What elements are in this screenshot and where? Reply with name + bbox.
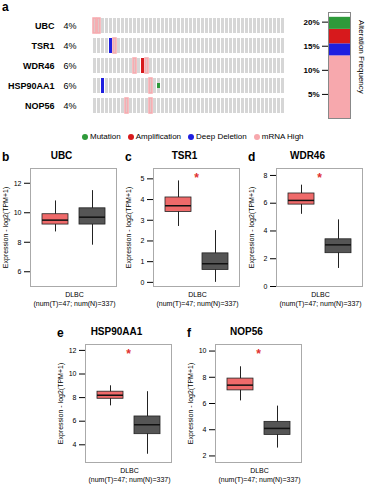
svg-text:4: 4 xyxy=(141,196,145,203)
svg-text:10: 10 xyxy=(14,209,22,216)
html-text:HSP90AA1: HSP90AA1 xyxy=(90,326,143,337)
svg-text:10: 10 xyxy=(199,347,207,354)
html-text:f: f xyxy=(187,326,191,340)
html-text:DLBC: DLBC xyxy=(120,467,139,474)
svg-text:*: * xyxy=(317,171,322,185)
svg-text:*: * xyxy=(126,347,131,361)
svg-text:WDR46: WDR46 xyxy=(23,61,55,71)
svg-text:*: * xyxy=(256,347,261,361)
svg-text:*: * xyxy=(194,171,199,185)
html-text:d: d xyxy=(248,150,256,164)
html-text:NOP56: NOP56 xyxy=(230,326,263,337)
svg-text:NOP56: NOP56 xyxy=(25,101,55,111)
svg-text:Expression - log2(TPM+1): Expression - log2(TPM+1) xyxy=(57,363,65,445)
svg-text:4%4: 4%4 xyxy=(63,101,76,111)
svg-text:6: 6 xyxy=(264,199,268,206)
svg-text:8: 8 xyxy=(73,394,77,401)
svg-text:UBC: UBC xyxy=(35,21,55,31)
html-text:(num(T)=47; num(N)=337): (num(T)=47; num(N)=337) xyxy=(156,300,239,307)
svg-text:6: 6 xyxy=(18,268,22,275)
svg-text:1: 1 xyxy=(141,258,145,265)
svg-text:2: 2 xyxy=(141,237,145,244)
html-text:c: c xyxy=(125,150,132,164)
svg-text:15%: 15% xyxy=(303,42,319,51)
html-text:Amplification: Amplification xyxy=(135,132,181,141)
svg-text:6: 6 xyxy=(73,417,77,424)
svg-text:4: 4 xyxy=(203,426,207,433)
html-text:DLBC: DLBC xyxy=(188,291,207,298)
svg-text:5: 5 xyxy=(141,175,145,182)
svg-text:Expression - log2(TPM+1): Expression - log2(TPM+1) xyxy=(187,363,195,445)
svg-text:TSR1: TSR1 xyxy=(31,41,54,51)
svg-text:4%4: 4%4 xyxy=(63,41,76,51)
svg-text:2: 2 xyxy=(203,452,207,459)
svg-text:3: 3 xyxy=(141,216,145,223)
svg-text:12: 12 xyxy=(69,347,77,354)
html-text:mRNA High: mRNA High xyxy=(261,132,304,141)
svg-text:4%4: 4%4 xyxy=(63,21,76,31)
svg-text:8: 8 xyxy=(264,172,268,179)
svg-text:Expression - log2(TPM+1): Expression - log2(TPM+1) xyxy=(2,187,10,269)
svg-text:8: 8 xyxy=(18,238,22,245)
svg-text:10: 10 xyxy=(69,370,77,377)
html-text:(num(T)=47; num(N)=337): (num(T)=47; num(N)=337) xyxy=(279,300,362,307)
svg-text:2: 2 xyxy=(264,255,268,262)
html-text:DLBC: DLBC xyxy=(250,467,269,474)
svg-text:6%6: 6%6 xyxy=(63,81,76,91)
html-text:DLBC: DLBC xyxy=(311,291,330,298)
svg-text:Expression - log2(TPM+1): Expression - log2(TPM+1) xyxy=(125,187,133,269)
html-text:WDR46: WDR46 xyxy=(290,150,325,161)
html-text:(num(T)=47; num(N)=337): (num(T)=47; num(N)=337) xyxy=(88,476,171,483)
svg-text:6%6: 6%6 xyxy=(63,61,76,71)
svg-text:HSP90AA1: HSP90AA1 xyxy=(8,81,55,91)
svg-text:0: 0 xyxy=(141,279,145,286)
svg-text:12: 12 xyxy=(14,179,22,186)
svg-text:20%: 20% xyxy=(303,18,319,27)
html-text:e: e xyxy=(57,326,64,340)
svg-text:4: 4 xyxy=(264,227,268,234)
html-text:Deep Deletion: Deep Deletion xyxy=(196,132,247,141)
svg-text:5%: 5% xyxy=(308,90,320,99)
html-text:DLBC: DLBC xyxy=(65,291,84,298)
svg-text:6: 6 xyxy=(203,400,207,407)
html-text:b: b xyxy=(2,150,10,164)
html-text:Mutation: Mutation xyxy=(90,132,121,141)
html-text:Alteration Frequency: Alteration Frequency xyxy=(357,20,366,94)
svg-text:8: 8 xyxy=(203,374,207,381)
html-text:(num(T)=47; num(N)=337): (num(T)=47; num(N)=337) xyxy=(33,300,116,307)
svg-text:0: 0 xyxy=(264,283,268,290)
svg-text:10%: 10% xyxy=(303,66,319,75)
html-text:TSR1: TSR1 xyxy=(171,150,198,161)
html-text:a: a xyxy=(2,0,9,14)
svg-text:4: 4 xyxy=(73,441,77,448)
svg-text:Expression - log2(TPM+1): Expression - log2(TPM+1) xyxy=(248,187,256,269)
html-text:(num(T)=47; num(N)=337): (num(T)=47; num(N)=337) xyxy=(218,476,301,483)
html-text:UBC: UBC xyxy=(50,150,73,161)
